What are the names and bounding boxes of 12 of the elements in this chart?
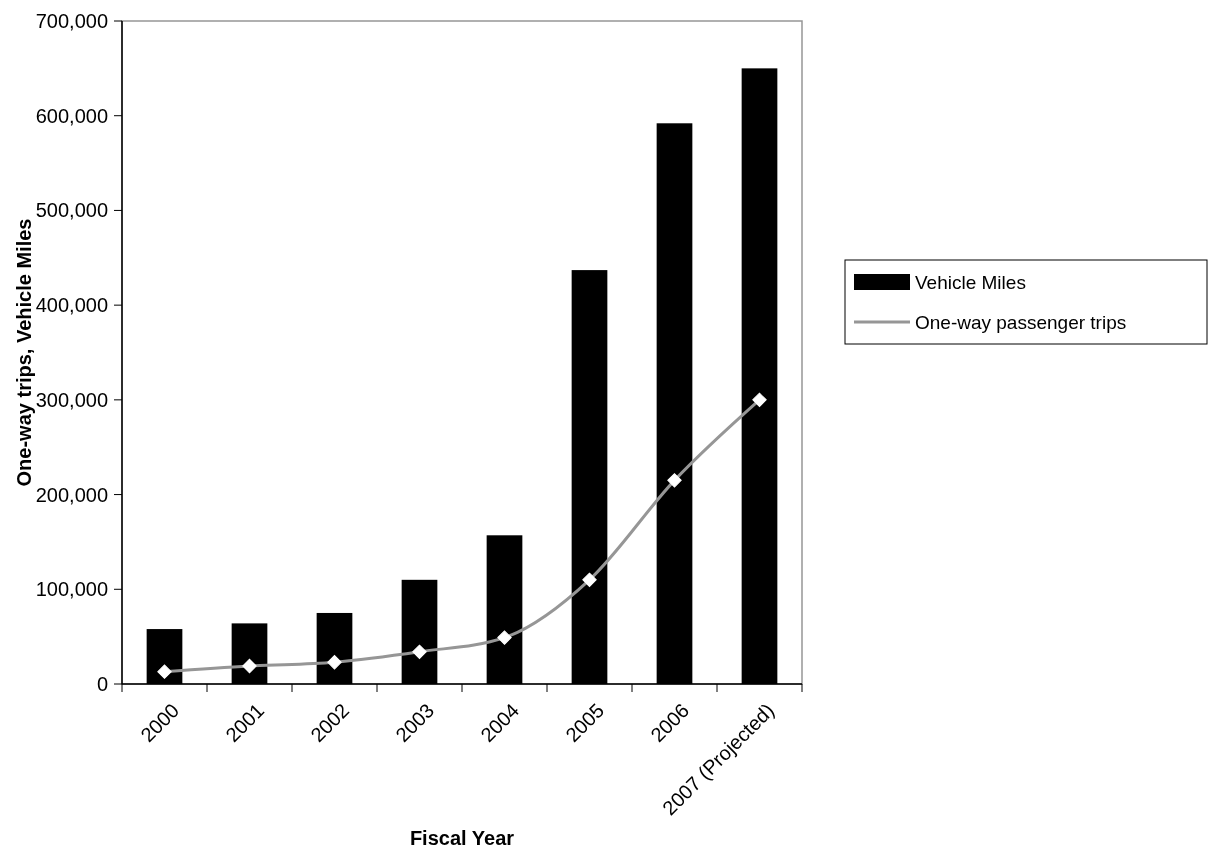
legend-label: Vehicle Miles <box>915 271 1026 293</box>
y-tick-label: 200,000 <box>35 483 108 506</box>
legend-label: One-way passenger trips <box>915 311 1127 333</box>
y-tick-label: 700,000 <box>35 10 108 32</box>
y-tick-label: 300,000 <box>35 388 108 411</box>
y-tick-label: 100,000 <box>35 578 108 601</box>
y-axis-title: One-way trips, Vehicle Miles <box>13 218 35 487</box>
y-tick-label: 400,000 <box>35 294 108 317</box>
y-tick-label: 500,000 <box>35 199 108 222</box>
y-tick-label: 600,000 <box>35 104 108 127</box>
y-tick-label: 0 <box>96 673 108 695</box>
x-axis-title: Fiscal Year <box>409 827 515 849</box>
